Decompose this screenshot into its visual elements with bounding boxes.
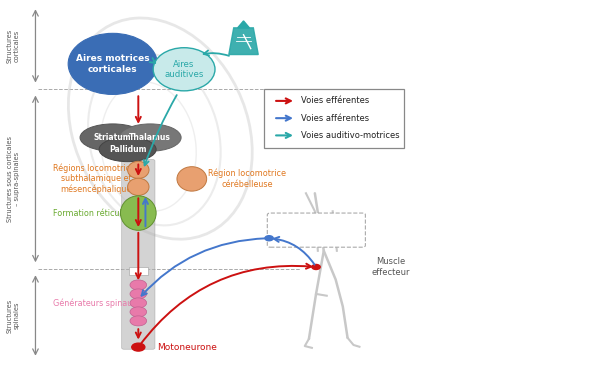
Ellipse shape: [80, 124, 145, 151]
Text: Pallidum: Pallidum: [109, 145, 146, 154]
Ellipse shape: [119, 124, 181, 151]
Text: Régions locomotrices
subthalamique et
mésencéphalique: Régions locomotrices subthalamique et mé…: [53, 164, 140, 194]
Ellipse shape: [153, 48, 215, 91]
Ellipse shape: [121, 196, 156, 230]
Text: Voies afférentes: Voies afférentes: [301, 114, 369, 123]
Circle shape: [130, 280, 146, 290]
Circle shape: [132, 343, 145, 351]
Circle shape: [130, 316, 146, 326]
Ellipse shape: [99, 137, 156, 162]
Text: Structures sous corticales
– supra-spinales: Structures sous corticales – supra-spina…: [7, 136, 20, 222]
Text: Aires motrices
corticales: Aires motrices corticales: [76, 54, 149, 74]
FancyBboxPatch shape: [122, 160, 155, 349]
Circle shape: [130, 289, 146, 299]
Polygon shape: [229, 28, 258, 54]
Text: Aires
auditives: Aires auditives: [164, 59, 204, 79]
FancyBboxPatch shape: [268, 213, 365, 247]
Text: Générateurs spinaux: Générateurs spinaux: [53, 298, 137, 308]
Ellipse shape: [68, 33, 157, 95]
Text: Motoneurone: Motoneurone: [157, 343, 217, 351]
Circle shape: [130, 298, 146, 308]
Text: Formation réticulée: Formation réticulée: [53, 208, 132, 218]
Circle shape: [312, 265, 320, 269]
Circle shape: [265, 236, 273, 241]
Text: Structures
spinales: Structures spinales: [7, 298, 20, 333]
Text: Région locomotrice
cérébelleuse: Région locomotrice cérébelleuse: [208, 169, 286, 189]
Text: Striatum: Striatum: [94, 133, 131, 142]
Ellipse shape: [177, 167, 206, 191]
Text: Thalamus: Thalamus: [129, 133, 171, 142]
Text: Afférences
proprioceptives: Afférences proprioceptives: [284, 218, 350, 237]
FancyBboxPatch shape: [265, 89, 404, 148]
FancyBboxPatch shape: [129, 266, 148, 274]
Polygon shape: [238, 21, 250, 28]
Text: Structures
corticales: Structures corticales: [7, 29, 20, 63]
Text: Muscle
effecteur: Muscle effecteur: [371, 257, 410, 277]
Ellipse shape: [128, 178, 149, 195]
Ellipse shape: [128, 161, 149, 178]
Text: Voies auditivo-motrices: Voies auditivo-motrices: [301, 131, 399, 140]
Circle shape: [130, 307, 146, 317]
Text: Voies efférentes: Voies efférentes: [301, 96, 369, 105]
